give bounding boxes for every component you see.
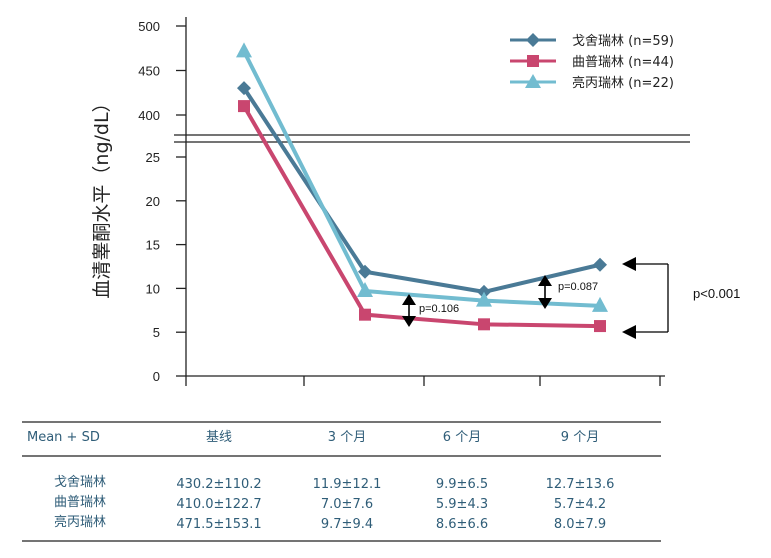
table-row-label: 戈舍瑞林 <box>54 475 106 490</box>
data-point-triangle <box>236 42 252 58</box>
arrow-left-icon <box>622 325 636 339</box>
arrow-down-icon <box>538 298 552 309</box>
arrow-down-icon <box>402 316 416 327</box>
legend-label-triptorelin: 曲普瑞林 (n=44) <box>572 55 674 70</box>
annotation-p-0-087: p=0.087 <box>538 275 598 309</box>
y-tick-label: 400 <box>138 108 160 123</box>
series-line-triangle <box>242 50 601 308</box>
arrow-up-icon <box>402 294 416 305</box>
table-cell: 5.7±4.2 <box>554 497 606 512</box>
data-point-triangle <box>357 282 373 298</box>
p-value-label: p<0.001 <box>693 286 740 301</box>
legend-label-leuprorelin: 亮丙瑞林 (n=22) <box>572 75 674 91</box>
y-tick-label: 450 <box>138 64 160 79</box>
summary-table: Mean + SD 基线 3 个月 6 个月 9 个月 戈舍瑞林 430.2±11… <box>22 421 661 542</box>
table-cell: 5.9±4.3 <box>436 497 488 512</box>
table-cell: 7.0±7.6 <box>321 497 373 512</box>
data-point-diamond <box>358 264 372 279</box>
legend-marker-square <box>527 55 539 67</box>
table-header-label: Mean + SD <box>27 430 100 445</box>
table-header-month6: 6 个月 <box>443 430 481 445</box>
y-tick-label: 10 <box>146 281 160 296</box>
data-point-triangle <box>592 296 608 312</box>
y-tick-label: 5 <box>153 325 160 340</box>
arrow-left-icon <box>622 257 636 271</box>
legend-marker-diamond <box>526 33 540 47</box>
series-line-square <box>242 105 601 329</box>
table-cell: 9.9±6.5 <box>436 477 488 492</box>
table-header-month9: 9 个月 <box>561 430 599 445</box>
table-cell: 8.0±7.9 <box>554 517 606 532</box>
table-row-label: 曲普瑞林 <box>54 495 106 510</box>
y-axis-label: 血清睾酮水平（ng/dL） <box>91 93 113 298</box>
table-row-label: 亮丙瑞林 <box>54 514 106 530</box>
y-tick-label: 500 <box>138 19 160 34</box>
data-point-square <box>238 100 250 113</box>
series-line-diamond <box>242 87 601 294</box>
data-point-square <box>359 308 371 321</box>
table-cell: 8.6±6.6 <box>436 517 488 532</box>
table-cell: 410.0±122.7 <box>176 497 261 512</box>
p-value-label: p=0.106 <box>419 303 459 315</box>
table-cell: 471.5±153.1 <box>176 517 261 532</box>
legend: 戈舍瑞林 (n=59) 曲普瑞林 (n=44) 亮丙瑞林 (n=22) <box>510 33 674 91</box>
data-point-square <box>478 318 490 331</box>
table-header-baseline: 基线 <box>206 430 232 445</box>
y-tick-label: 25 <box>146 150 160 165</box>
table-cell: 430.2±110.2 <box>176 477 261 492</box>
y-tick-label: 20 <box>146 194 160 209</box>
data-point-triangle <box>476 291 492 307</box>
arrow-up-icon <box>538 275 552 286</box>
legend-marker-triangle <box>525 74 541 88</box>
p-value-label: p=0.087 <box>558 281 598 293</box>
y-tick-label: 15 <box>146 238 160 253</box>
data-point-square <box>594 320 606 333</box>
annotation-p-0-106: p=0.106 <box>402 294 459 327</box>
data-point-diamond <box>237 81 251 96</box>
table-cell: 9.7±9.4 <box>321 517 373 532</box>
table-cell: 11.9±12.1 <box>313 477 382 492</box>
data-point-diamond <box>593 257 607 272</box>
table-cell: 12.7±13.6 <box>546 477 615 492</box>
annotation-p-0-001: p<0.001 <box>622 257 740 339</box>
legend-label-goserelin: 戈舍瑞林 (n=59) <box>572 34 674 49</box>
table-header-month3: 3 个月 <box>328 430 366 445</box>
y-tick-label: 0 <box>153 369 160 384</box>
